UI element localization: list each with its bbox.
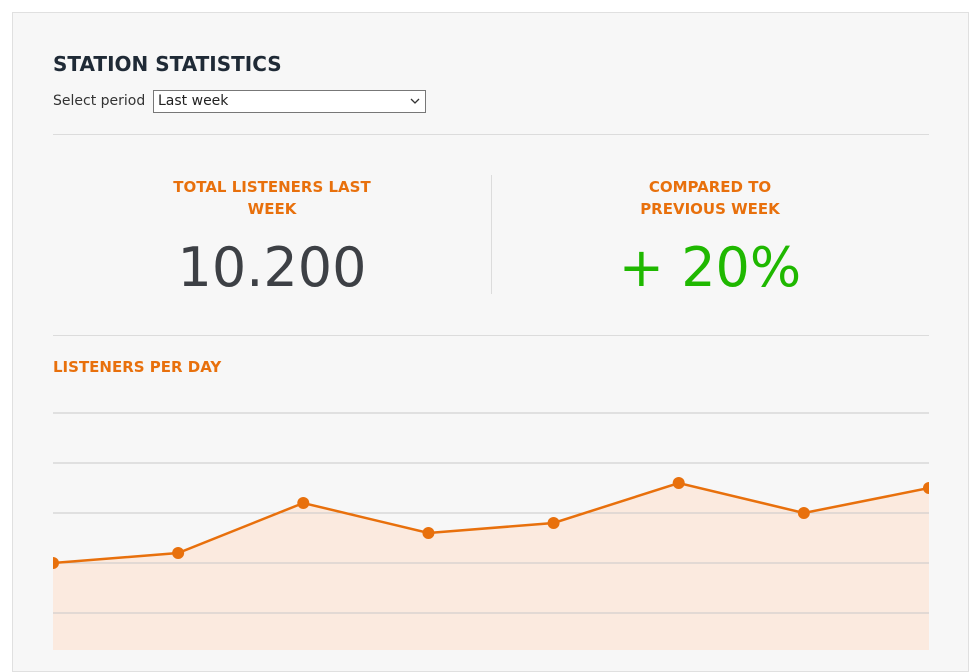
point: [547, 517, 560, 529]
chart: [53, 412, 929, 650]
stat-value: 10.200: [177, 236, 367, 299]
divider-line: [53, 335, 929, 336]
area: [53, 483, 929, 650]
chevron: [410, 98, 420, 104]
stat-label: COMPARED TO PREVIOUS WEEK: [640, 178, 780, 218]
point: [797, 507, 810, 519]
page: STATION STATISTICS Select period Last we…: [12, 12, 969, 672]
line: [53, 481, 929, 565]
stat-label: TOTAL LISTENERS LAST WEEK: [173, 178, 371, 218]
chart-title: LISTENERS PER DAY: [53, 358, 222, 376]
point: [297, 497, 310, 509]
period-select[interactable]: Last week: [153, 90, 426, 113]
point: [53, 557, 59, 569]
point: [422, 527, 435, 539]
period-value: Last week: [158, 93, 229, 109]
point: [172, 547, 185, 559]
stat-divider: [491, 175, 492, 294]
point: [923, 482, 929, 494]
divider-line: [53, 134, 929, 135]
stat-value: + 20%: [618, 236, 802, 299]
period-label: Select period: [53, 93, 146, 109]
page-title: STATION STATISTICS: [53, 52, 282, 76]
point: [672, 477, 685, 489]
